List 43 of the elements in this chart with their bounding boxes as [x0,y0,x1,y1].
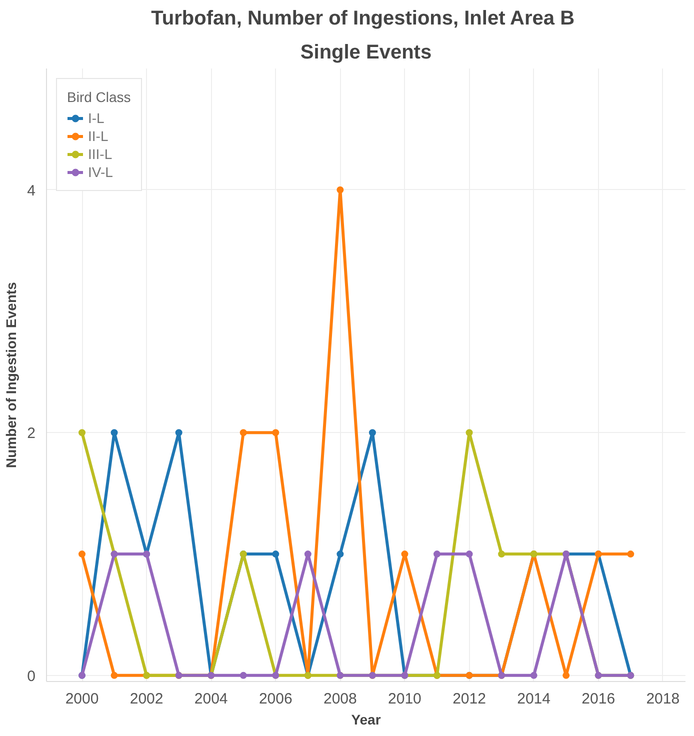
point [304,550,312,558]
point [78,550,86,558]
point [336,550,344,558]
x-tick-label: 2014 [517,690,551,708]
x-tick-label: 2012 [452,690,486,708]
point [78,429,86,436]
x-tick-label: 2004 [194,690,228,708]
point [466,550,473,558]
point [401,550,408,558]
point [175,429,182,436]
point [562,672,570,679]
x-tick-label: 2002 [130,690,164,708]
point [498,550,506,558]
point [627,550,634,558]
legend-label: IV-L [88,164,113,180]
legend-label: II-L [88,128,108,144]
chart-subtitle: Single Events [300,42,432,64]
legend-title: Bird Class [67,89,131,105]
point [530,672,538,679]
x-tick-label: 2010 [388,690,422,708]
point [240,429,247,436]
x-tick-label: 2006 [258,690,292,708]
legend-label: I-L [88,110,106,126]
x-axis-title: Year [351,712,382,728]
point [368,429,376,436]
chart-title: Turbofan, Number of Ingestions, Inlet Area B [151,8,575,30]
point [434,550,440,558]
point [110,672,118,679]
y-tick-label: 4 [27,182,36,200]
point [336,186,344,194]
point [272,550,280,558]
point [466,429,473,436]
legend-label: III-L [88,146,112,162]
point [272,429,280,436]
y-tick-label: 0 [27,668,36,685]
x-tick-label: 2008 [323,690,357,708]
y-axis-title: Number of Ingestion Events [3,282,20,468]
x-tick-label: 2018 [646,690,680,708]
point [110,429,118,436]
x-tick-label: 2016 [582,690,616,708]
point [240,672,247,679]
x-tick-label: 2000 [65,690,99,708]
y-tick-label: 2 [27,425,36,442]
